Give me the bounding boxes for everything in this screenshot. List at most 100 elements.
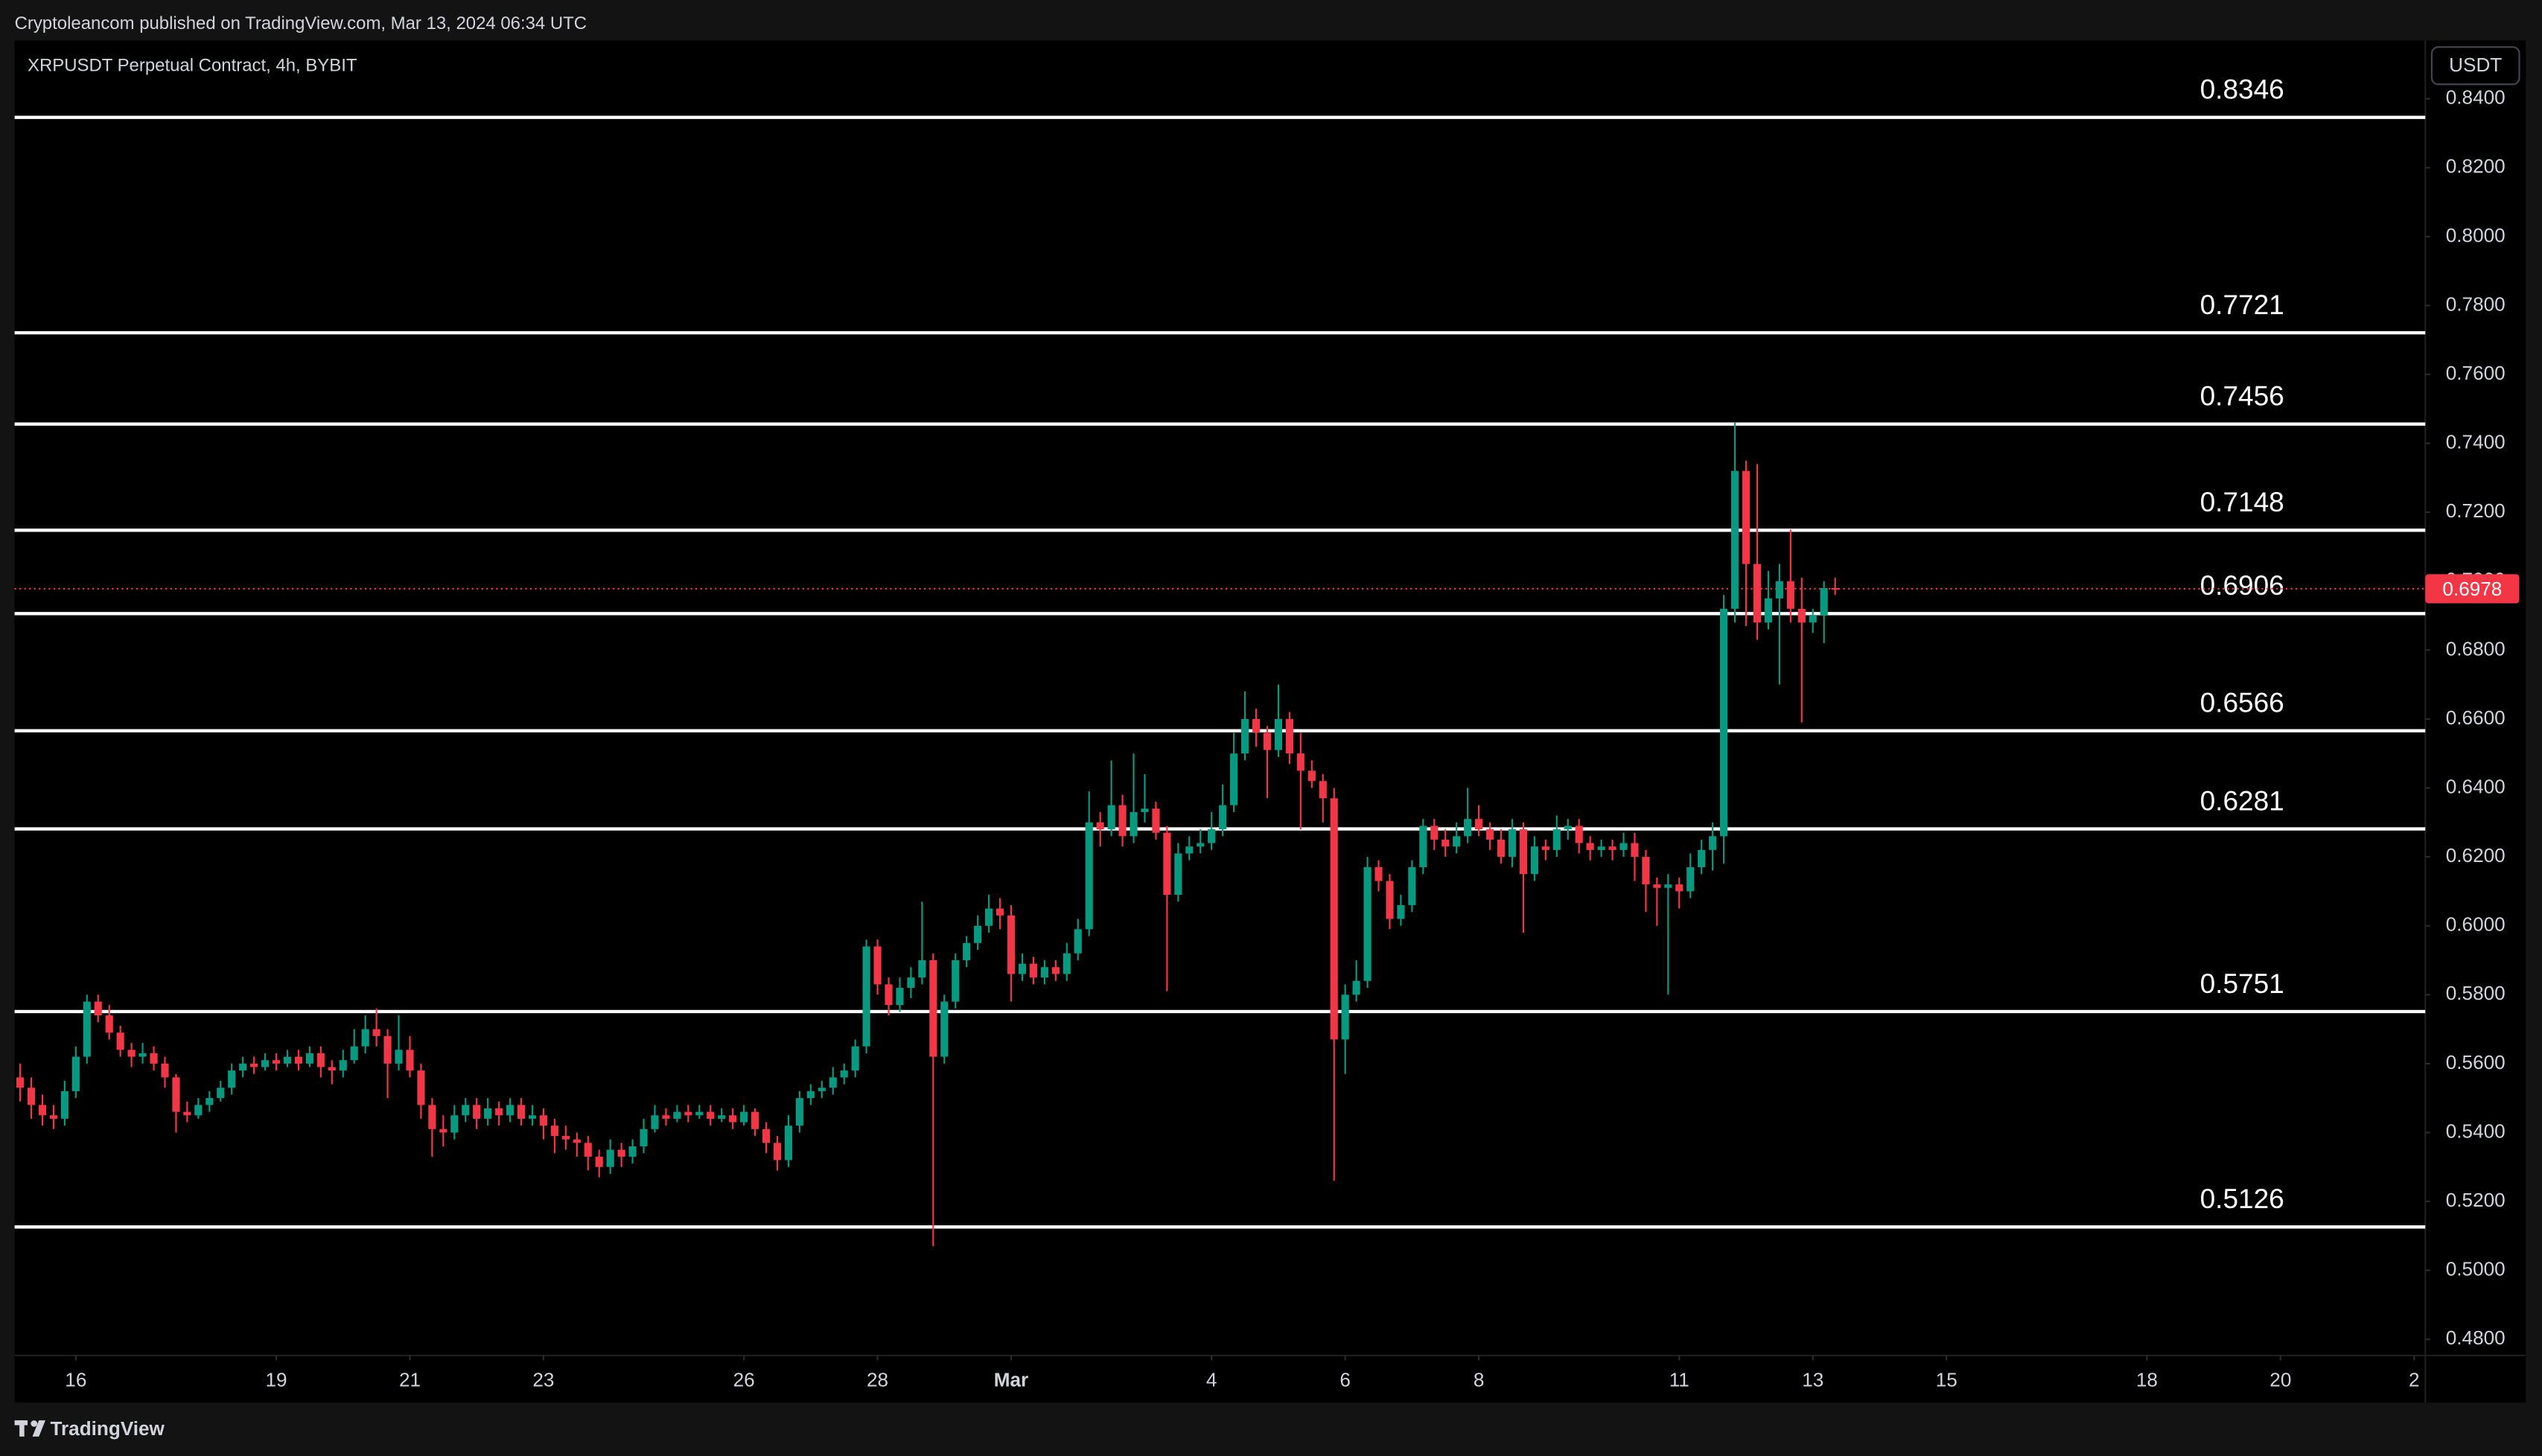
level-label: 0.8346 — [2200, 74, 2284, 105]
y-tick-label: 0.4800 — [2446, 1326, 2506, 1349]
candle-body — [784, 1125, 793, 1160]
candle-body — [417, 1070, 425, 1105]
candle-body — [1686, 866, 1695, 892]
candle-body — [1197, 843, 1205, 847]
level-label: 0.5751 — [2200, 968, 2284, 999]
candle-body — [495, 1108, 503, 1116]
candle-body — [484, 1108, 492, 1119]
candle-body — [729, 1115, 737, 1123]
candle-body — [1219, 805, 1227, 830]
candle-body — [1552, 829, 1561, 850]
candle-body — [127, 1050, 136, 1057]
candle-body — [1319, 781, 1327, 799]
candle-body — [1230, 753, 1238, 805]
candle-body — [1631, 843, 1639, 858]
candle-body — [550, 1125, 558, 1137]
candle-body — [1397, 904, 1405, 919]
candle-body — [1240, 718, 1249, 754]
candle-body — [1675, 884, 1683, 892]
candle-body — [272, 1060, 281, 1064]
level-label: 0.6281 — [2200, 785, 2284, 817]
candle-body — [361, 1029, 369, 1047]
candle-body — [428, 1105, 436, 1129]
candle-body — [1541, 846, 1549, 850]
candle-body — [1107, 805, 1115, 830]
candle-body — [439, 1128, 447, 1133]
candle-body — [1497, 839, 1506, 858]
candle-body — [1029, 963, 1038, 978]
candle-body — [105, 1015, 113, 1033]
candle-body — [528, 1115, 537, 1119]
candle-body — [94, 1001, 102, 1016]
candle-body — [561, 1136, 570, 1140]
candle-body — [1130, 811, 1138, 837]
y-tick-label: 0.7600 — [2446, 362, 2506, 384]
candle-body — [83, 1001, 91, 1057]
candle-body — [350, 1046, 358, 1061]
candle-body — [1419, 826, 1427, 867]
candle-body — [1597, 846, 1605, 850]
candle-body — [517, 1105, 526, 1119]
candle-body — [684, 1111, 692, 1116]
candle-body — [1720, 608, 1728, 837]
candle-body — [1753, 563, 1762, 623]
candle-body — [1508, 829, 1517, 858]
x-tick-label: 20 — [2269, 1369, 2291, 1391]
candle-body — [473, 1105, 481, 1119]
candle-body — [372, 1029, 380, 1036]
y-tick-label: 0.8200 — [2446, 155, 2506, 177]
last-price-label: 0.6978 — [2442, 578, 2502, 600]
candle-body — [71, 1056, 80, 1091]
currency-button[interactable] — [2430, 46, 2520, 86]
candle-body — [16, 1077, 25, 1088]
candle-body — [940, 1001, 949, 1057]
candle-body — [573, 1139, 581, 1143]
level-label: 0.7456 — [2200, 380, 2284, 412]
candle-body — [840, 1070, 848, 1078]
candle-body — [1786, 581, 1794, 609]
candle-body — [952, 960, 960, 1002]
candle-body — [1007, 915, 1016, 974]
candle-body — [1775, 581, 1783, 598]
candle-body — [1742, 470, 1751, 564]
candle-body — [1163, 832, 1171, 895]
candle-body — [506, 1105, 515, 1116]
candle-body — [1085, 822, 1093, 930]
last-price-box — [2425, 574, 2520, 604]
candle-body — [773, 1143, 782, 1160]
candle-body — [595, 1156, 603, 1167]
y-tick-label: 0.5000 — [2446, 1258, 2506, 1280]
level-label: 0.5126 — [2200, 1183, 2284, 1214]
y-tick-label: 0.7200 — [2446, 499, 2506, 522]
candle-body — [49, 1115, 58, 1119]
candle-body — [217, 1088, 225, 1099]
candle-body — [1374, 866, 1383, 881]
candle-body — [283, 1056, 292, 1064]
candle-body — [1485, 829, 1494, 840]
candle-body — [1208, 829, 1216, 843]
candle-body — [1074, 929, 1082, 954]
x-tick-label: Mar — [994, 1369, 1028, 1391]
y-tick-label: 0.8000 — [2446, 224, 2506, 246]
x-tick-label: 28 — [867, 1369, 888, 1391]
candle-body — [1274, 718, 1283, 750]
candle-body — [1341, 994, 1349, 1040]
candle-body — [1285, 718, 1293, 754]
candle-body — [1475, 819, 1483, 830]
candle-body — [395, 1050, 403, 1064]
candle-body — [795, 1098, 803, 1126]
candle-body — [1831, 588, 1839, 590]
candle-body — [651, 1115, 659, 1129]
candle-body — [1586, 843, 1594, 850]
currency-label[interactable]: USDT — [2449, 54, 2502, 76]
candle-body — [996, 908, 1004, 916]
candle-body — [628, 1146, 637, 1157]
candle-body — [206, 1098, 214, 1105]
candle-body — [1263, 732, 1272, 750]
candle-body — [963, 942, 971, 960]
candle-body — [1174, 853, 1182, 895]
candle-body — [339, 1060, 347, 1071]
x-tick-label: 6 — [1340, 1369, 1351, 1391]
candle-body — [862, 946, 870, 1047]
